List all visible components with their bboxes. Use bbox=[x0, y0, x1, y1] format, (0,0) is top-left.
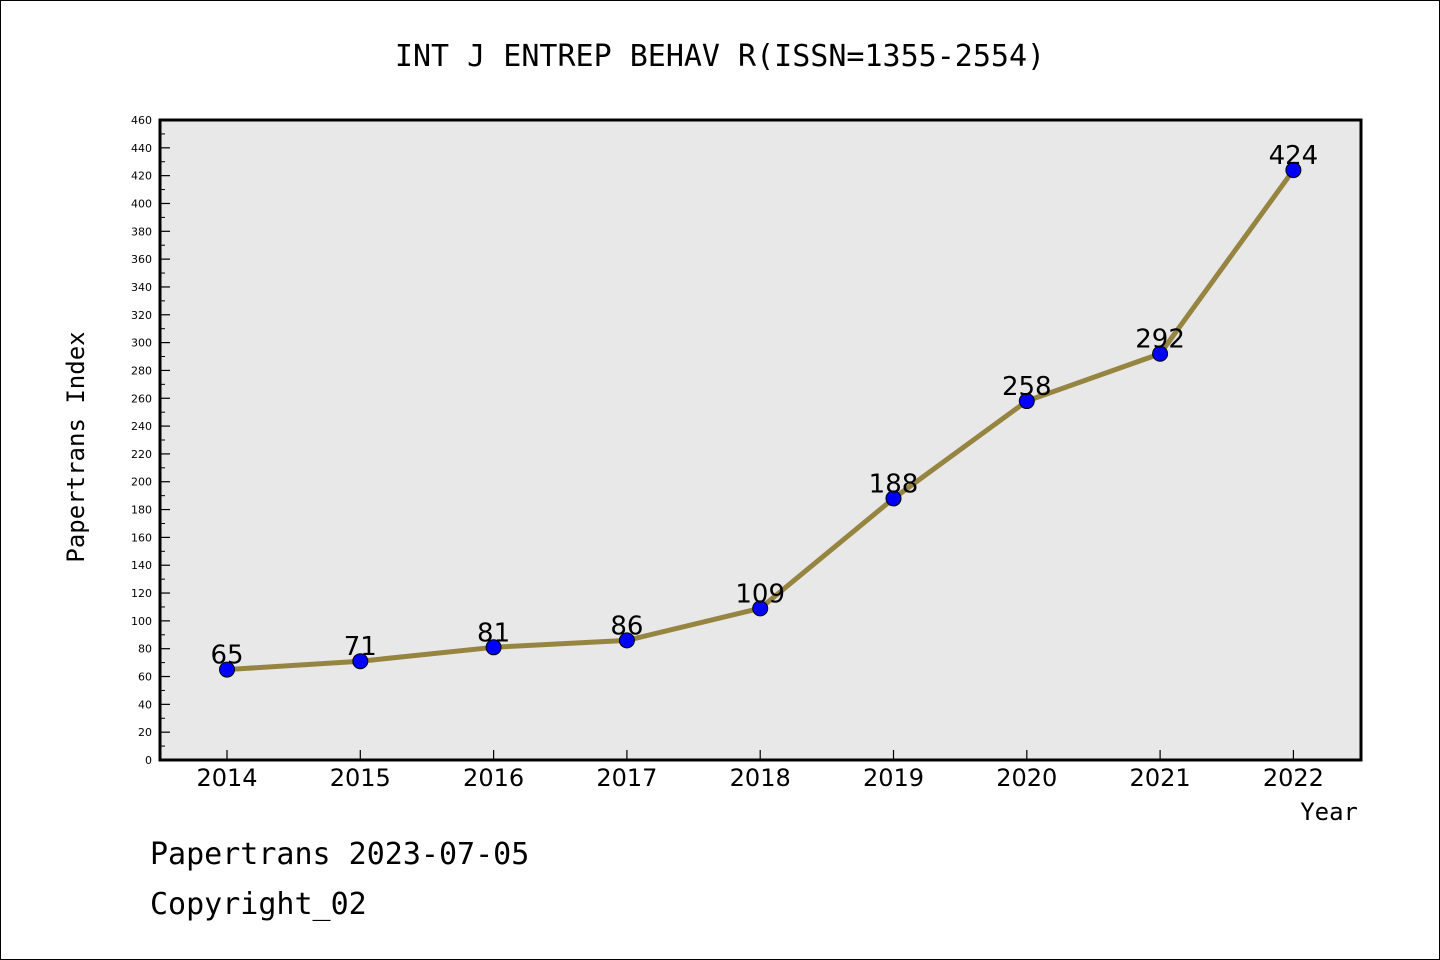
y-tick-label: 220 bbox=[131, 448, 152, 461]
y-tick-label: 80 bbox=[138, 643, 152, 656]
y-tick-label: 400 bbox=[131, 197, 152, 210]
data-label: 292 bbox=[1135, 325, 1185, 355]
data-point bbox=[352, 653, 369, 670]
x-axis: 2014 2015 2016 2017 2018 2019 2020 2021 2022 bbox=[196, 750, 1324, 792]
data-point bbox=[618, 632, 635, 649]
data-label: 81 bbox=[477, 618, 510, 648]
data-point bbox=[885, 490, 902, 507]
data-point bbox=[485, 639, 502, 656]
data-point bbox=[752, 600, 769, 617]
y-tick-label: 380 bbox=[131, 225, 152, 238]
data-point bbox=[1018, 393, 1035, 410]
data-label: 86 bbox=[610, 611, 643, 641]
y-tick-label: 160 bbox=[131, 531, 152, 544]
y-tick-label: 360 bbox=[131, 253, 152, 266]
data-label: 258 bbox=[1002, 372, 1052, 402]
x-tick-label: 2022 bbox=[1263, 764, 1324, 792]
y-tick-label: 140 bbox=[131, 559, 152, 572]
y-tick-label: 200 bbox=[131, 476, 152, 489]
y-tick-label: 320 bbox=[131, 309, 152, 322]
y-tick-label: 120 bbox=[131, 587, 152, 600]
y-tick-label: 60 bbox=[138, 671, 152, 684]
y-tick-label: 0 bbox=[145, 754, 152, 767]
data-label: 65 bbox=[210, 641, 243, 671]
x-tick-label: 2017 bbox=[596, 764, 657, 792]
x-axis-label: Year bbox=[1300, 798, 1358, 826]
y-tick-label: 180 bbox=[131, 504, 152, 517]
x-tick-label: 2014 bbox=[196, 764, 257, 792]
data-label: 188 bbox=[869, 469, 919, 499]
x-tick-label: 2020 bbox=[996, 764, 1057, 792]
x-tick-label: 2019 bbox=[863, 764, 924, 792]
y-axis-label: Papertrans Index bbox=[62, 331, 90, 562]
y-tick-label: 300 bbox=[131, 337, 152, 350]
y-tick-label: 20 bbox=[138, 726, 152, 739]
data-label-layer: 65 71 81 86 109 188 258 292 424 bbox=[210, 141, 1318, 670]
data-label: 109 bbox=[735, 579, 785, 609]
x-tick-label: 2015 bbox=[330, 764, 391, 792]
y-tick-label: 100 bbox=[131, 615, 152, 628]
y-tick-label: 280 bbox=[131, 364, 152, 377]
y-axis: 0 20 40 60 80 100 120 140 160 180 200 220 240 260 280 3… bbox=[131, 114, 170, 767]
footer-date: Papertrans 2023-07-05 bbox=[150, 837, 529, 872]
y-tick-label: 260 bbox=[131, 392, 152, 405]
data-point bbox=[219, 661, 235, 678]
marker-layer bbox=[219, 162, 1302, 678]
chart-title: INT J ENTREP BEHAV R(ISSN=1355-2554) bbox=[395, 39, 1045, 74]
data-label: 424 bbox=[1269, 141, 1319, 171]
y-tick-label: 240 bbox=[131, 420, 152, 433]
y-tick-label: 420 bbox=[131, 170, 152, 183]
y-tick-label: 340 bbox=[131, 281, 152, 294]
data-point bbox=[1285, 162, 1302, 179]
x-tick-label: 2018 bbox=[730, 764, 791, 792]
x-tick-label: 2016 bbox=[463, 764, 524, 792]
y-tick-label: 40 bbox=[138, 698, 152, 711]
x-tick-label: 2021 bbox=[1130, 764, 1191, 792]
y-tick-label: 460 bbox=[131, 114, 152, 127]
data-label: 71 bbox=[344, 632, 377, 662]
y-tick-label: 440 bbox=[131, 142, 152, 155]
footer-copyright: Copyright_02 bbox=[150, 887, 367, 922]
data-point bbox=[1152, 345, 1169, 362]
